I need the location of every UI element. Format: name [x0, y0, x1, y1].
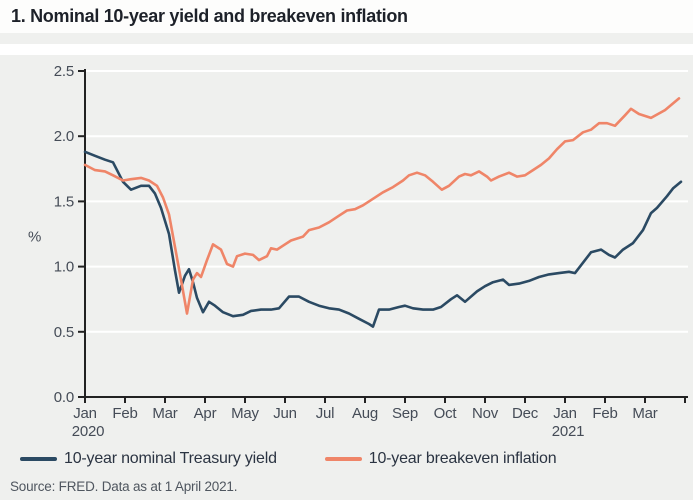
x-tick-label: Apr	[194, 405, 217, 422]
series-line-breakeven-inflation	[83, 97, 681, 315]
x-tick-label: Jun	[273, 405, 297, 422]
x-tick-label: Sep	[392, 405, 418, 422]
x-year-label: 2021	[552, 423, 585, 440]
y-tick-label: 0.0	[54, 389, 74, 406]
y-tick-label: 0.5	[54, 324, 74, 341]
source-note: Source: FRED. Data as at 1 April 2021.	[10, 479, 238, 494]
header-divider-strip	[0, 33, 693, 44]
x-tick-label: Mar	[632, 405, 657, 422]
x-tick-label: Dec	[512, 405, 539, 422]
y-axis-unit-label: %	[28, 229, 41, 246]
y-tick-label: 1.5	[54, 193, 74, 210]
x-tick-label: Feb	[592, 405, 617, 422]
figure-header: 1. Nominal 10-year yield and breakeven i…	[0, 0, 693, 33]
legend-item-nominal-yield: 10-year nominal Treasury yield	[20, 450, 277, 468]
chart-canvas: 0.0 0.5 1.0 1.5 2.0 2.5 Jan Feb Mar Apr May Jun Jul A…	[28, 63, 688, 440]
x-tick-label: Jan	[553, 405, 577, 422]
chart-area: 0.0 0.5 1.0 1.5 2.0 2.5 Jan Feb Mar Apr May Jun Jul A…	[0, 55, 693, 445]
legend-swatch-orange-line	[324, 457, 362, 461]
x-tick-label: Nov	[472, 405, 499, 422]
x-year-label: 2020	[72, 423, 105, 440]
legend-label-nominal-yield: 10-year nominal Treasury yield	[64, 450, 277, 467]
legend-label-breakeven-inflation: 10-year breakeven inflation	[368, 450, 557, 467]
x-tick-label: Feb	[112, 405, 137, 422]
legend-item-breakeven-inflation: 10-year breakeven inflation	[324, 450, 557, 468]
y-tick-label: 1.0	[54, 259, 74, 276]
legend-swatch-navy-line	[20, 457, 57, 461]
header-gap	[0, 44, 693, 55]
series-line-nominal-yield	[83, 150, 683, 328]
y-tick-label: 2.5	[54, 63, 74, 80]
y-tick-label: 2.0	[54, 128, 74, 145]
x-tick-label: Jan	[73, 405, 97, 422]
x-tick-label: Oct	[434, 405, 458, 422]
x-tick-label: Jul	[316, 405, 335, 422]
x-tick-label: May	[231, 405, 259, 422]
legend: 10-year nominal Treasury yield 10-year b…	[20, 447, 693, 471]
chart-title: 1. Nominal 10-year yield and breakeven i…	[11, 6, 408, 26]
chart-card: 0.0 0.5 1.0 1.5 2.0 2.5 Jan Feb Mar Apr May Jun Jul A…	[0, 55, 693, 500]
x-tick-label: Mar	[152, 405, 177, 422]
x-tick-label: Aug	[352, 405, 378, 422]
